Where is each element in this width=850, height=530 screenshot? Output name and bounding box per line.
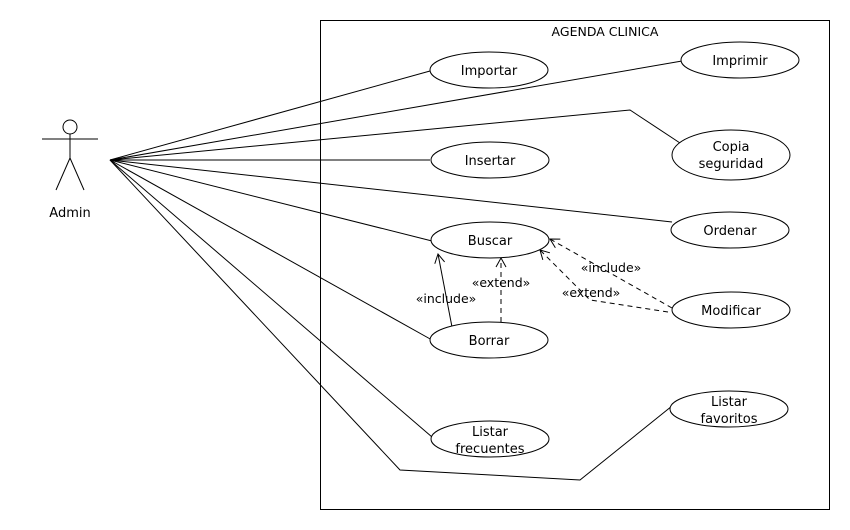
relations (434, 238, 673, 328)
use-case-listar-frecuentes[interactable]: Listar frecuentes (430, 420, 550, 458)
actor-right-leg (69, 157, 85, 191)
actor-label: Admin (49, 206, 90, 221)
use-case-ordenar[interactable]: Ordenar (670, 211, 790, 249)
use-case-insertar-label: Insertar (465, 154, 516, 169)
assoc-borrar (109, 159, 433, 341)
associations (109, 60, 683, 481)
use-case-copia-seguridad[interactable]: Copia seguridad (671, 129, 791, 181)
use-case-importar[interactable]: Importar (429, 51, 549, 89)
use-case-listar-favoritos-label-2: favoritos (701, 412, 758, 427)
use-case-insertar[interactable]: Insertar (430, 141, 550, 179)
use-case-listar-favoritos-label-1: Listar (711, 395, 748, 410)
label-borrar-extend: «extend» (472, 275, 531, 290)
use-case-copia-label-1: Copia (713, 140, 750, 155)
assoc-listar-favoritos (109, 159, 673, 481)
actor-admin[interactable]: Admin (42, 119, 98, 221)
use-case-buscar-label: Buscar (468, 234, 513, 249)
label-borrar-include: «include» (416, 291, 477, 306)
use-case-listar-frecuentes-label-2: frecuentes (455, 442, 524, 457)
label-modificar-extend: «extend» (562, 285, 621, 300)
modificar-extend-buscar (539, 249, 669, 313)
borrar-include-buscar (434, 252, 453, 328)
actor-head (62, 119, 78, 135)
use-case-modificar[interactable]: Modificar (671, 291, 791, 329)
actor-left-leg (55, 157, 71, 191)
assoc-ordenar (109, 159, 673, 223)
use-case-borrar[interactable]: Borrar (429, 321, 549, 359)
use-case-ordenar-label: Ordenar (703, 224, 757, 239)
use-case-borrar-label: Borrar (469, 334, 510, 349)
assoc-importar (109, 70, 431, 161)
assoc-buscar (109, 159, 433, 242)
use-case-listar-frecuentes-label-1: Listar (472, 425, 509, 440)
use-case-copia-label-2: seguridad (699, 157, 764, 172)
use-case-modificar-label: Modificar (701, 304, 761, 319)
system-boundary (320, 20, 830, 510)
assoc-listar-frecuentes (109, 159, 433, 438)
system-title: AGENDA CLINICA (552, 24, 659, 39)
use-case-imprimir-label: Imprimir (712, 54, 768, 69)
use-case-listar-favoritos[interactable]: Listar favoritos (669, 390, 789, 428)
use-case-buscar[interactable]: Buscar (430, 221, 550, 259)
assoc-copia (109, 109, 681, 161)
use-case-imprimir[interactable]: Imprimir (680, 41, 800, 79)
assoc-imprimir (109, 60, 683, 161)
label-modificar-include: «include» (581, 260, 642, 275)
use-case-importar-label: Importar (461, 64, 518, 79)
